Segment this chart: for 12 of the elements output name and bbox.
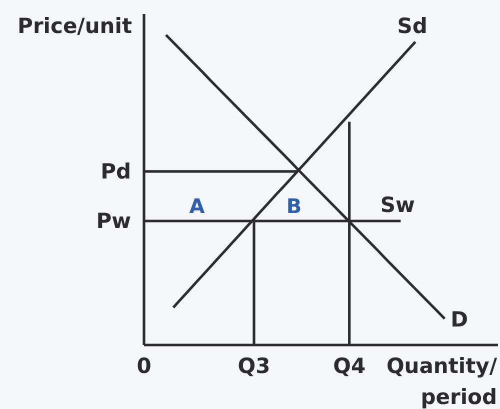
annotation: B xyxy=(286,194,302,218)
annotation: A xyxy=(189,194,206,218)
annotation: Pd xyxy=(100,159,131,184)
x-axis-title: Quantity/ period xyxy=(386,354,498,409)
series-label: Sw xyxy=(380,193,415,217)
series-label: D xyxy=(450,308,468,332)
x-tick-label: Q3 xyxy=(238,354,270,378)
x-tick-label: 0 xyxy=(136,354,152,378)
annotation: Pw xyxy=(96,209,131,233)
series-label: Sd xyxy=(397,14,428,38)
y-axis-title: Price/unit xyxy=(18,14,132,38)
x-tick-label: Q4 xyxy=(333,354,366,378)
